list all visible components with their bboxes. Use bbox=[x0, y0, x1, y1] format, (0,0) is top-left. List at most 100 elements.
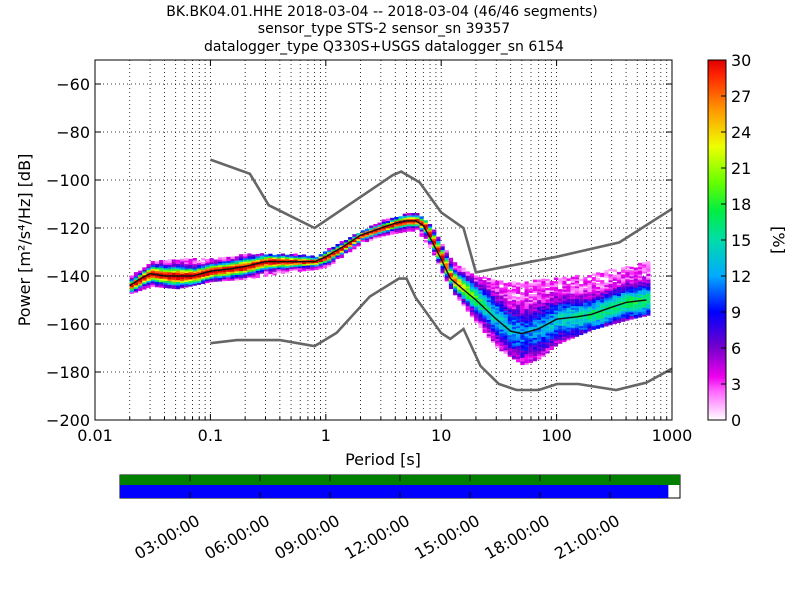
psd-cell bbox=[289, 263, 294, 266]
psd-cell bbox=[196, 278, 202, 282]
psd-cell bbox=[549, 342, 554, 345]
psd-cell bbox=[579, 321, 584, 325]
psd-cell bbox=[478, 278, 483, 282]
psd-cell bbox=[503, 313, 508, 317]
psd-cell bbox=[541, 341, 546, 345]
psd-cell bbox=[600, 294, 605, 297]
psd-cell bbox=[570, 330, 575, 334]
psd-cell bbox=[574, 287, 580, 290]
psd-cell bbox=[192, 277, 197, 281]
psd-cell bbox=[490, 326, 496, 329]
psd-cell bbox=[381, 232, 386, 235]
psd-cell bbox=[633, 294, 638, 297]
psd-cell bbox=[490, 329, 496, 333]
psd-cell bbox=[343, 240, 349, 243]
psd-cell bbox=[633, 308, 638, 312]
psd-cell bbox=[180, 258, 185, 262]
psd-cell bbox=[608, 295, 613, 299]
psd-cell bbox=[612, 291, 617, 294]
psd-cell bbox=[419, 221, 424, 225]
psd-cell bbox=[541, 312, 546, 316]
psd-cell bbox=[238, 263, 244, 266]
psd-cell bbox=[129, 279, 134, 282]
psd-cell bbox=[234, 263, 239, 266]
psd-cell bbox=[293, 267, 298, 271]
psd-cell bbox=[537, 321, 542, 324]
psd-cell bbox=[213, 261, 218, 264]
psd-cell bbox=[629, 273, 634, 277]
psd-cell bbox=[570, 296, 575, 299]
psd-cell bbox=[558, 296, 563, 299]
psd-cell bbox=[280, 266, 286, 269]
psd-cell bbox=[385, 222, 391, 225]
psd-cell bbox=[167, 282, 172, 285]
psd-cell bbox=[532, 317, 538, 320]
psd-cell bbox=[579, 307, 584, 310]
psd-cell bbox=[600, 314, 605, 317]
psd-cell bbox=[469, 305, 475, 309]
psd-cell bbox=[453, 265, 458, 269]
psd-cell bbox=[532, 315, 538, 319]
psd-cell bbox=[642, 289, 647, 292]
psd-cell bbox=[642, 299, 647, 303]
psd-cell bbox=[327, 258, 332, 262]
psd-cell bbox=[167, 277, 172, 280]
psd-cell bbox=[154, 265, 160, 268]
psd-cell bbox=[171, 284, 176, 288]
psd-cell bbox=[495, 343, 500, 347]
psd-cell bbox=[499, 332, 504, 336]
psd-cell bbox=[373, 225, 378, 229]
psd-cell bbox=[503, 288, 508, 291]
psd-cell bbox=[129, 288, 134, 291]
psd-cell bbox=[541, 293, 546, 296]
psd-cell bbox=[201, 268, 206, 272]
psd-cell bbox=[516, 296, 521, 300]
psd-cell bbox=[600, 321, 605, 324]
psd-cell bbox=[201, 276, 206, 279]
psd-cell bbox=[516, 300, 521, 303]
psd-cell bbox=[247, 267, 252, 271]
psd-cell bbox=[507, 332, 512, 336]
psd-cell bbox=[621, 315, 626, 319]
psd-cell bbox=[322, 264, 328, 267]
psd-cell bbox=[268, 255, 273, 258]
psd-cell bbox=[146, 285, 151, 289]
psd-cell bbox=[440, 245, 445, 249]
psd-cell bbox=[474, 284, 479, 287]
psd-cell bbox=[587, 307, 592, 310]
psd-cell bbox=[595, 297, 601, 300]
psd-cell bbox=[495, 282, 500, 285]
psd-cell bbox=[499, 329, 504, 332]
psd-cell bbox=[465, 300, 470, 303]
psd-cell bbox=[268, 259, 273, 262]
psd-cell bbox=[453, 287, 458, 290]
psd-cell bbox=[226, 271, 231, 274]
psd-cell bbox=[574, 274, 580, 278]
psd-cell bbox=[625, 275, 630, 278]
psd-cell bbox=[545, 331, 550, 334]
psd-cell bbox=[612, 314, 617, 317]
psd-cell bbox=[192, 261, 197, 265]
colorbar-tick-label: 6 bbox=[731, 339, 741, 358]
psd-cell bbox=[226, 264, 231, 267]
psd-cell bbox=[465, 275, 470, 278]
chart-title-line2: sensor_type STS-2 sensor_sn 39357 bbox=[258, 21, 510, 37]
psd-cell bbox=[642, 296, 647, 299]
psd-cell bbox=[495, 320, 500, 323]
psd-cell bbox=[587, 316, 592, 319]
psd-cell bbox=[520, 359, 525, 362]
psd-cell bbox=[616, 309, 622, 313]
psd-cell bbox=[604, 282, 609, 286]
psd-cell bbox=[482, 283, 487, 287]
psd-cell bbox=[398, 225, 403, 228]
psd-cell bbox=[633, 296, 638, 299]
psd-cell bbox=[507, 298, 512, 301]
psd-cell bbox=[583, 309, 588, 312]
psd-cell bbox=[604, 322, 609, 325]
psd-cell bbox=[633, 316, 638, 319]
psd-cell bbox=[616, 277, 622, 280]
psd-cell bbox=[440, 265, 445, 268]
psd-cell bbox=[201, 267, 206, 270]
psd-cell bbox=[490, 282, 496, 286]
